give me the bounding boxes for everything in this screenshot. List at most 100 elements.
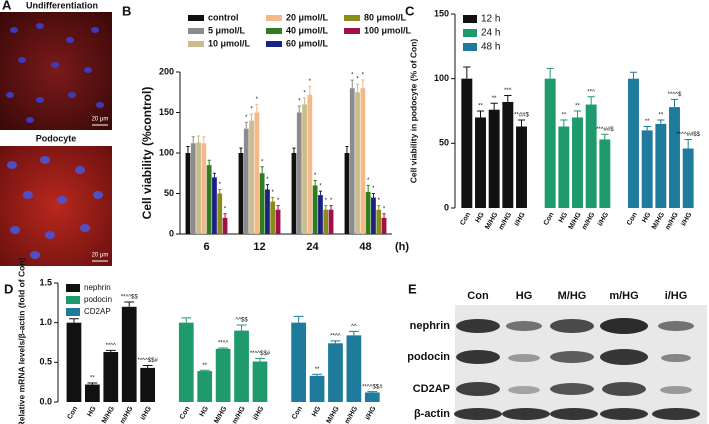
- x-tick-label: i/HG: [597, 211, 611, 227]
- legend-label: 40 μmol/L: [286, 25, 329, 35]
- bar: [103, 352, 119, 402]
- x-tick-label: HG: [86, 405, 98, 418]
- x-tick-label: M/HG: [101, 405, 116, 424]
- error-bar: [587, 96, 595, 105]
- error-bar: [186, 146, 190, 153]
- error-bar: [657, 119, 665, 124]
- error-bar: [517, 119, 526, 127]
- bar: [249, 120, 254, 234]
- significance-label: *: [367, 178, 370, 184]
- legend-label: CD2AP: [84, 307, 111, 316]
- legend-label: podocin: [84, 295, 112, 304]
- x-tick-label: m/HG: [581, 211, 597, 231]
- bar: [558, 126, 570, 208]
- significance-label: *: [272, 190, 275, 196]
- error-bar: [223, 213, 227, 218]
- x-tick-label: i/HG: [140, 405, 154, 421]
- error-bar: [330, 340, 341, 344]
- bar: [121, 306, 137, 402]
- significance-label: *: [219, 182, 222, 188]
- error-bar: [670, 98, 679, 108]
- x-tick-label: 12: [253, 241, 265, 253]
- error-bar: [361, 79, 365, 89]
- significance-label: *: [245, 115, 248, 121]
- legend-label: control: [208, 12, 239, 22]
- column-label: i/HG: [665, 290, 688, 302]
- error-bar: [684, 138, 692, 149]
- x-tick-label: M/HG: [213, 405, 228, 424]
- error-bar: [87, 382, 98, 385]
- error-bar: [504, 94, 512, 102]
- bar: [599, 139, 611, 208]
- bar: [502, 101, 514, 208]
- bar: [238, 153, 244, 234]
- bar: [206, 165, 212, 234]
- error-bar: [236, 324, 247, 331]
- panel-label: A: [2, 0, 12, 12]
- x-tick-label: m/HG: [664, 211, 680, 231]
- error-bar: [255, 103, 259, 113]
- row-label: β-actin: [414, 408, 450, 420]
- bar: [291, 322, 306, 402]
- x-tick-label: HG: [475, 211, 487, 224]
- significance-label: *: [224, 206, 227, 212]
- x-tick-label: Con: [179, 405, 192, 420]
- legend-swatch: [344, 28, 360, 34]
- significance-label: **^^$$#: [137, 358, 158, 364]
- significance-label: **^^$$#: [362, 384, 383, 390]
- significance-label: *: [309, 79, 312, 85]
- significance-label: **^##$: [596, 127, 614, 133]
- bar: [234, 330, 249, 402]
- bar: [296, 112, 302, 234]
- error-bar: [377, 205, 381, 210]
- error-bar: [302, 97, 307, 105]
- bar: [488, 109, 500, 208]
- legend-label: 100 μmol/L: [364, 25, 412, 35]
- bar: [628, 78, 639, 209]
- significance-label: **^: [587, 89, 595, 95]
- error-bar: [348, 330, 359, 336]
- error-bar: [476, 110, 485, 118]
- error-bar: [318, 190, 323, 196]
- bar: [669, 107, 680, 208]
- error-bar: [463, 66, 471, 79]
- legend-swatch: [266, 15, 282, 21]
- significance-label: **^^: [218, 341, 228, 347]
- error-bar: [191, 136, 195, 144]
- legend-swatch: [463, 29, 477, 37]
- error-bar: [196, 135, 201, 143]
- x-tick-label: m/HG: [498, 211, 514, 231]
- bar: [318, 195, 323, 234]
- legend-swatch: [188, 28, 204, 34]
- significance-label: **: [492, 96, 497, 102]
- error-bar: [573, 110, 582, 118]
- significance-label: **^^$: [668, 92, 682, 98]
- bar: [365, 191, 371, 234]
- bar: [215, 348, 231, 402]
- bar: [265, 189, 270, 234]
- error-bar: [181, 317, 192, 323]
- nuclei: [6, 23, 104, 123]
- x-axis-label: (h): [395, 241, 409, 253]
- bar: [302, 104, 307, 235]
- bands: [454, 318, 700, 420]
- panel-label: B: [122, 3, 131, 18]
- bar: [185, 153, 191, 234]
- legend-swatch: [188, 41, 204, 47]
- y-tick-label: 50: [439, 138, 449, 148]
- error-bar: [312, 373, 322, 376]
- bar: [344, 153, 350, 234]
- significance-label: *: [356, 77, 359, 83]
- error-bar: [260, 166, 264, 174]
- significance-label: *: [277, 198, 280, 204]
- y-tick-label: 1.5: [39, 277, 52, 287]
- y-tick-label: 1.0: [39, 317, 52, 327]
- bar: [309, 375, 325, 402]
- panel-label: C: [405, 3, 415, 18]
- significance-label: *: [261, 159, 264, 165]
- bar: [201, 143, 207, 234]
- bar: [544, 78, 556, 209]
- bar: [140, 367, 156, 402]
- legend-label: 80 μmol/L: [364, 12, 407, 22]
- legend-swatch: [266, 28, 282, 34]
